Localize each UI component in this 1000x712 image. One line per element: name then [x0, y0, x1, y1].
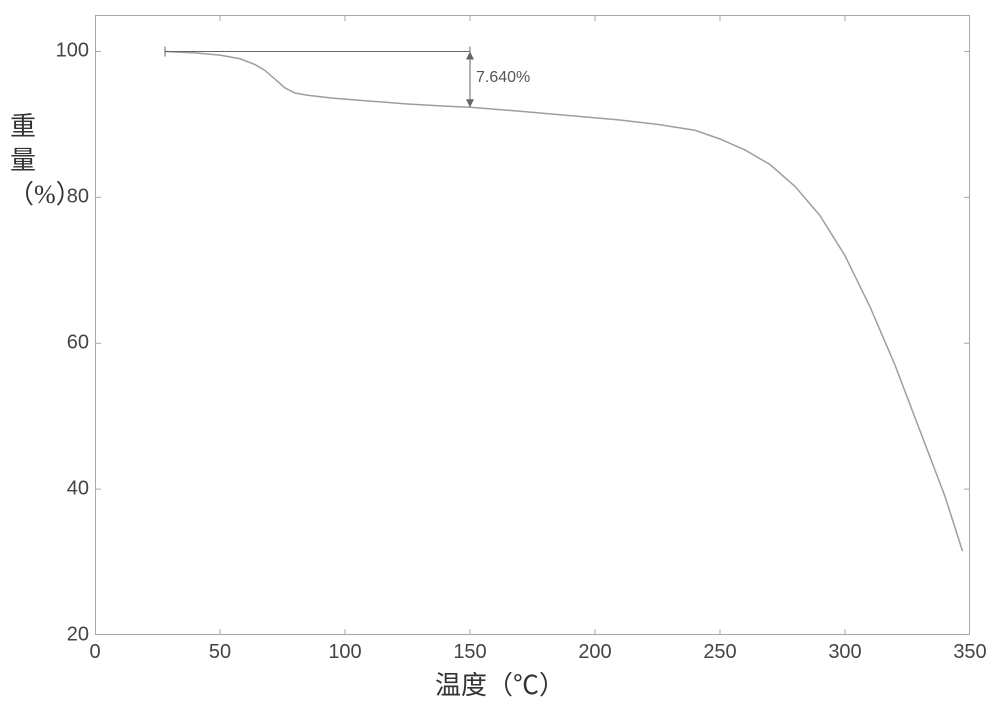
x-axis-label-text: 温度（℃）: [435, 671, 565, 700]
tga-line-chart: [95, 15, 970, 635]
y-tick-label: 20: [67, 624, 89, 647]
x-tick-label: 250: [703, 641, 736, 664]
y-tick-label: 40: [67, 478, 89, 501]
x-tick-label: 200: [578, 641, 611, 664]
weight-curve: [165, 51, 963, 551]
x-tick-label: 300: [828, 641, 861, 664]
x-axis-label: 温度（℃）: [0, 665, 1000, 702]
chart-plot-area: 204060801000501001502002503003507.640%: [95, 15, 970, 635]
x-tick-label: 0: [89, 641, 100, 664]
y-tick-label: 80: [67, 186, 89, 209]
x-tick-label: 150: [453, 641, 486, 664]
y-tick-label: 60: [67, 332, 89, 355]
x-tick-label: 100: [328, 641, 361, 664]
y-tick-label: 100: [56, 40, 89, 63]
x-tick-label: 350: [953, 641, 986, 664]
y-axis-label: 重量（%）: [8, 110, 38, 211]
weight-loss-annotation: 7.640%: [476, 69, 530, 87]
x-tick-label: 50: [209, 641, 231, 664]
